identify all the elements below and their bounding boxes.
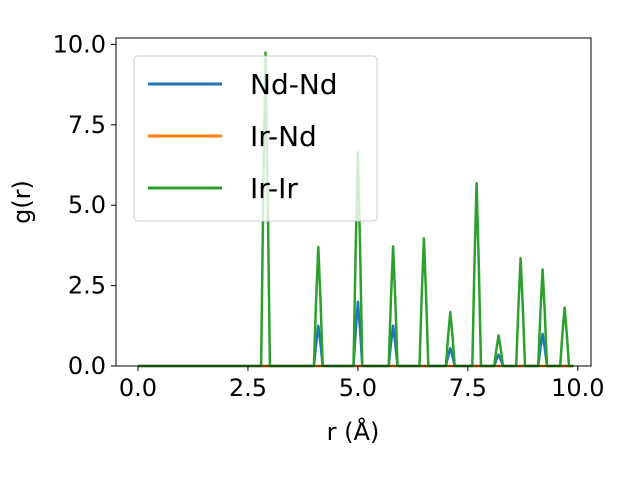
y-tick-label: 2.5 [68, 272, 106, 300]
y-tick-label: 7.5 [68, 111, 106, 139]
legend-label-ir-ir: Ir-Ir [250, 172, 298, 205]
x-tick-label: 0.0 [119, 374, 157, 402]
x-axis-ticks: 0.0 2.5 5.0 7.5 10.0 [119, 366, 605, 402]
y-tick-label: 5.0 [68, 191, 106, 219]
legend: Nd-Nd Ir-Nd Ir-Ir [133, 55, 378, 222]
y-tick-label: 10.0 [53, 30, 106, 58]
legend-label-ir-nd: Ir-Nd [250, 120, 317, 153]
legend-box [133, 55, 378, 222]
legend-label-nd-nd: Nd-Nd [250, 68, 338, 101]
y-axis-ticks: 0.0 2.5 5.0 7.5 10.0 [53, 30, 116, 380]
x-tick-label: 5.0 [339, 374, 377, 402]
plot-frame [115, 37, 592, 367]
series-line-ir-ir [138, 51, 574, 368]
y-tick-label: 0.0 [68, 352, 106, 380]
x-axis-label: r (Å) [327, 417, 380, 446]
x-tick-label: 2.5 [229, 374, 267, 402]
x-tick-label: 7.5 [449, 374, 487, 402]
x-tick-label: 10.0 [551, 374, 604, 402]
y-axis-label: g(r) [8, 180, 36, 224]
